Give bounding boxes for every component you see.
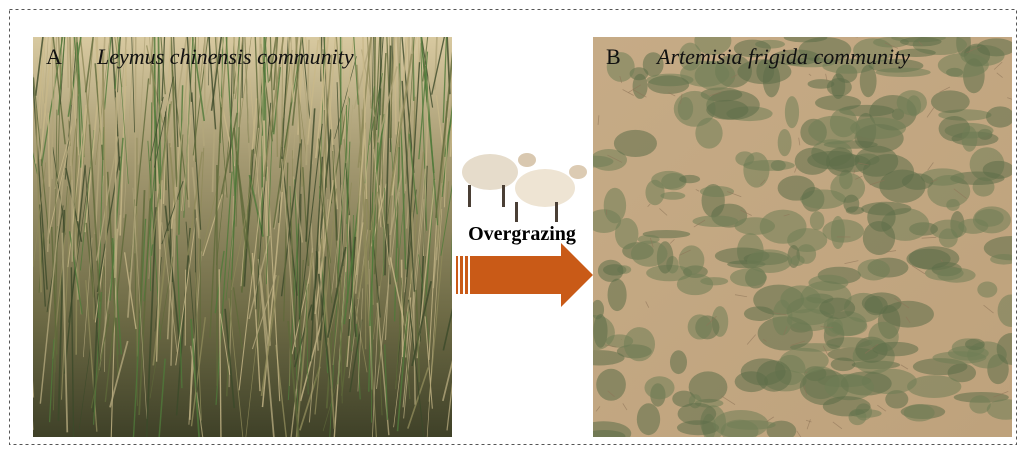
photo-b — [573, 26, 1026, 446]
sheep — [462, 153, 587, 222]
arrow — [456, 243, 593, 307]
panel-letter: A — [46, 44, 62, 69]
panel-letter: B — [606, 44, 621, 69]
arrow-label: Overgrazing — [468, 223, 576, 245]
panel-caption: Artemisia frigida community — [655, 44, 910, 69]
panel-caption: Leymus chinensis community — [96, 44, 354, 69]
figure: A Leymus chinensis community B Artemisia… — [0, 0, 1026, 454]
